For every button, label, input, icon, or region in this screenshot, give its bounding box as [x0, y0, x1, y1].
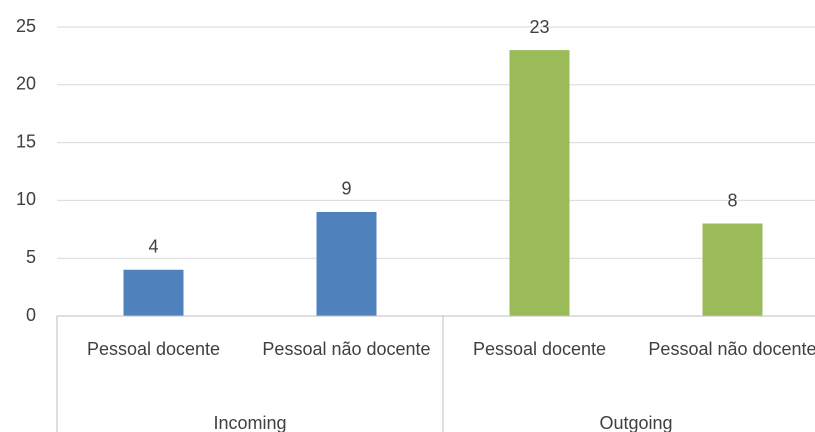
group-label: Incoming	[213, 413, 286, 432]
x-tick-label: Pessoal docente	[86, 339, 221, 359]
x-tick-label: Pessoal não docente	[262, 339, 431, 359]
x-tick-label-box: Pessoal docente	[86, 339, 221, 359]
y-tick-label: 0	[26, 305, 36, 325]
x-tick-label-box: Pessoal docente	[472, 339, 607, 359]
y-tick-label: 25	[16, 16, 36, 36]
bar	[316, 211, 377, 316]
bar	[702, 223, 763, 316]
data-label: 8	[727, 190, 737, 210]
group-label: Outgoing	[599, 413, 672, 432]
y-tick-label: 10	[16, 189, 36, 209]
y-tick-label: 5	[26, 247, 36, 267]
x-tick-label: Pessoal docente	[472, 339, 607, 359]
x-tick-label: Pessoal não docente	[648, 339, 815, 359]
data-label: 9	[341, 179, 351, 199]
data-label: 23	[529, 17, 549, 37]
data-label: 4	[148, 237, 158, 257]
bar	[123, 269, 184, 316]
bar	[509, 50, 570, 317]
y-tick-label: 20	[16, 74, 36, 94]
y-tick-label: 15	[16, 131, 36, 151]
x-tick-label-box: Pessoal não docente	[262, 339, 431, 359]
x-tick-label-box: Pessoal não docente	[648, 339, 815, 359]
